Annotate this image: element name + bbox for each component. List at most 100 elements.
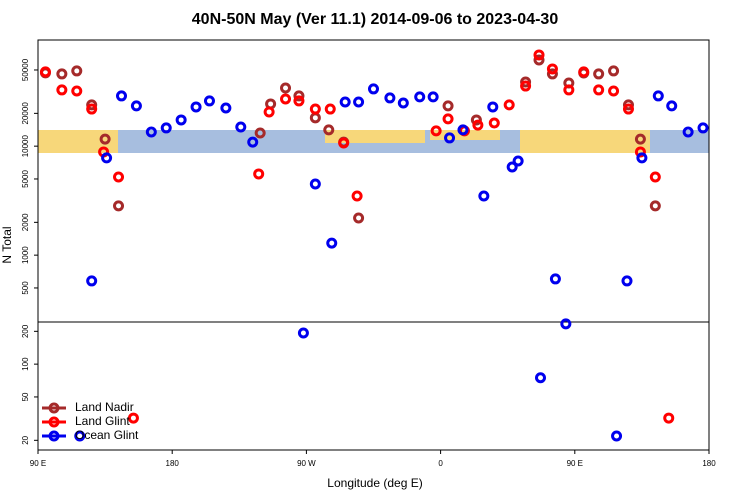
point [487,101,499,113]
map-band [38,130,709,153]
point [427,91,439,103]
point [280,82,292,94]
x-tick-label: 0 [438,459,443,468]
y-tick-label: 100 [21,357,30,371]
point [86,99,98,111]
point [503,99,515,111]
x-tick-label: 90 E [30,459,46,468]
point [326,237,338,249]
chart-title: 40N-50N May (Ver 11.1) 2014-09-06 to 202… [192,11,559,28]
y-tick-label: 10000 [21,134,30,157]
point [622,103,634,115]
point [621,275,633,287]
point [457,124,469,136]
point [175,114,187,126]
point [113,200,125,212]
point [520,80,532,92]
point [86,275,98,287]
point [145,126,157,138]
y-tick-label: 5000 [21,170,30,188]
point [220,102,232,114]
point [254,127,266,139]
point [472,119,484,131]
point [384,92,396,104]
point [203,95,215,107]
point [512,155,524,167]
point [549,273,561,285]
point [353,212,365,224]
point [444,132,456,144]
point [488,117,500,129]
point [86,103,98,115]
point [338,137,350,149]
point [397,97,409,109]
point [39,66,51,78]
point [127,412,139,424]
point [324,103,336,115]
x-tick-label: 90 E [567,459,583,468]
point [247,136,259,148]
point [280,93,292,105]
point [682,126,694,138]
point [506,161,518,173]
x-axis-label: Longitude (deg E) [327,476,422,490]
legend-marker [48,416,60,428]
point [253,168,265,180]
point [520,76,532,88]
point [99,133,111,145]
legend-label: Ocean Glint [75,428,139,442]
point [293,95,305,107]
point [309,178,321,190]
legend-marker [48,430,60,442]
point [56,68,68,80]
point [593,84,605,96]
point [71,85,83,97]
point [535,372,547,384]
point [351,190,363,202]
point [622,99,634,111]
point [649,200,661,212]
point [697,122,709,134]
y-tick-label: 200 [21,324,30,338]
point [368,83,379,95]
point [578,66,590,78]
legend-label: Land Nadir [75,400,134,414]
point [430,125,442,137]
point [235,121,247,133]
point [190,101,202,113]
plot-frame [37,39,710,451]
point [608,85,620,97]
point [293,90,305,102]
point [442,100,454,112]
x-tick-label: 90 W [297,459,316,468]
point [74,430,86,442]
point [666,100,678,112]
x-tick-label: 180 [702,459,716,468]
point [663,412,675,424]
point [478,190,490,202]
point [414,91,426,103]
point [593,68,605,80]
point [323,124,335,136]
point [101,152,113,164]
point [636,152,648,164]
point [634,146,646,158]
point [56,84,68,96]
point [533,54,545,66]
legend-label: Land Glint [75,414,130,428]
point [546,68,558,80]
y-tick-label: 50000 [21,58,30,81]
point [297,327,309,339]
legend-marker [48,402,60,414]
point [611,430,623,442]
point [608,65,620,77]
point [546,63,558,75]
y-tick-label: 500 [21,281,30,295]
point [634,133,646,145]
y-axis-label: N Total [0,226,14,263]
point [309,112,321,124]
y-tick-label: 50 [21,392,30,401]
point [263,106,275,118]
point [309,103,321,115]
